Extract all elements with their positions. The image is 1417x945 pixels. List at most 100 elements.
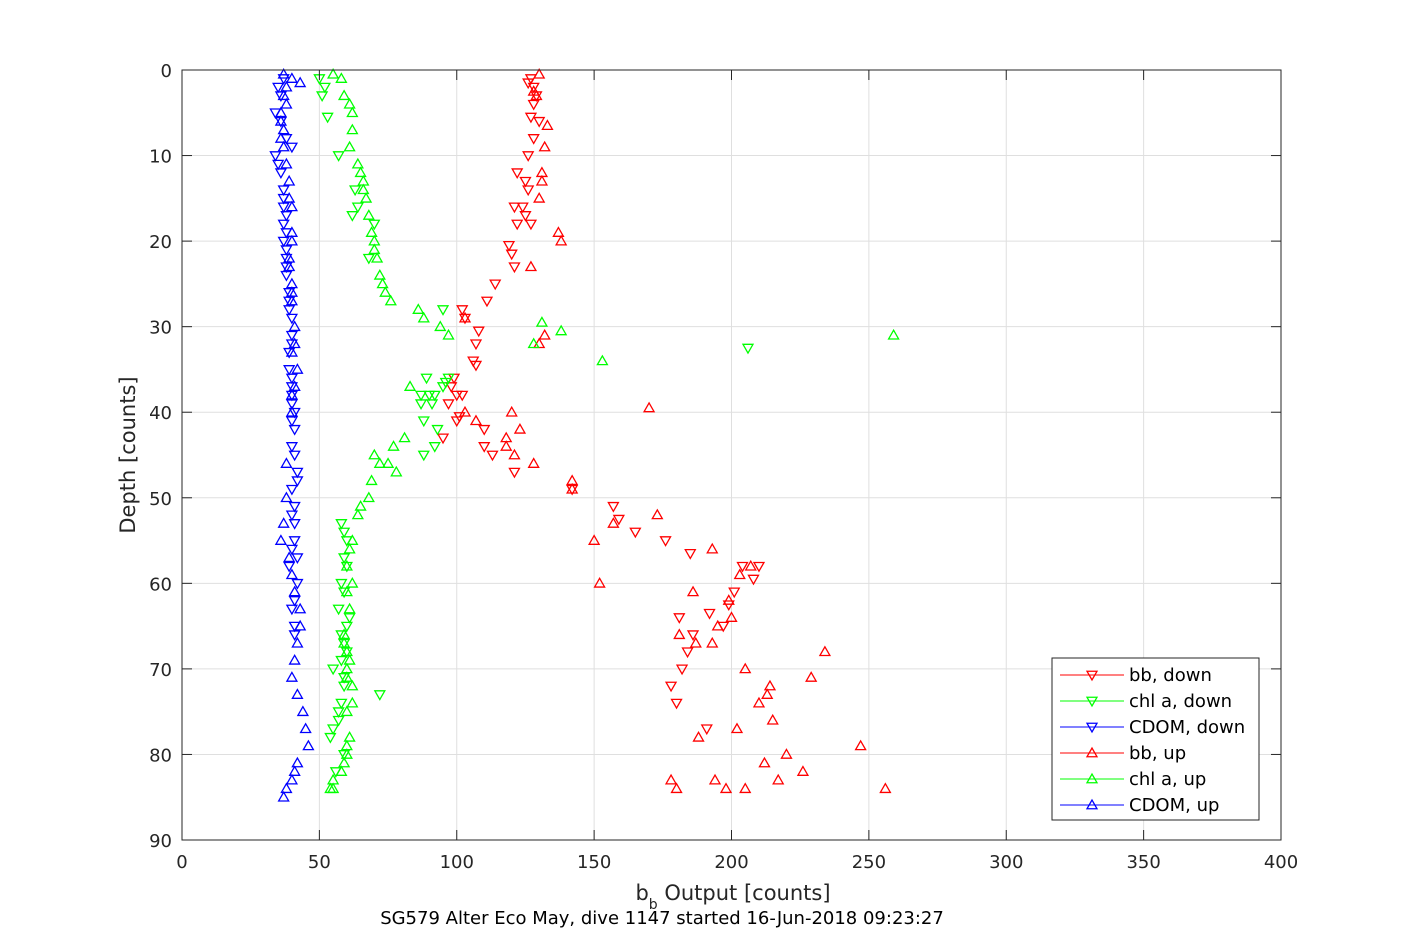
- data-point: [879, 782, 892, 794]
- data-point: [283, 192, 296, 203]
- data-point: [522, 185, 535, 197]
- data-point: [436, 382, 450, 393]
- data-point: [285, 72, 299, 83]
- data-point: [280, 211, 293, 222]
- data-point: [519, 176, 532, 188]
- x-tick-label: 100: [440, 852, 474, 873]
- data-point: [670, 782, 683, 794]
- data-point: [288, 450, 301, 462]
- data-point: [318, 82, 331, 94]
- data-point: [285, 568, 299, 580]
- data-point: [332, 604, 345, 616]
- data-point: [530, 89, 543, 101]
- data-point: [302, 739, 315, 751]
- data-point: [291, 688, 304, 699]
- x-tick-label: 50: [308, 852, 331, 873]
- data-point: [288, 424, 301, 436]
- data-point: [373, 457, 386, 468]
- data-point: [365, 226, 378, 237]
- data-point: [346, 679, 359, 691]
- legend-label: CDOM, up: [1129, 795, 1219, 816]
- data-point: [283, 296, 296, 308]
- chart-title: SG579 Alter Eco May, dive 1147 started 1…: [380, 908, 944, 929]
- data-point: [766, 713, 779, 725]
- data-point: [450, 390, 463, 402]
- data-point: [708, 773, 722, 785]
- data-point: [689, 636, 702, 648]
- data-point: [365, 474, 378, 486]
- legend-label: chl a, down: [1129, 691, 1232, 712]
- data-point: [324, 782, 337, 794]
- data-point: [359, 192, 373, 203]
- data-point: [651, 508, 664, 520]
- data-point: [343, 97, 356, 109]
- data-point: [291, 363, 304, 374]
- y-tick-label: 40: [149, 403, 172, 424]
- data-point: [664, 681, 678, 693]
- data-point: [442, 399, 455, 410]
- data-point: [272, 82, 285, 94]
- data-point: [277, 219, 290, 231]
- data-point: [294, 76, 307, 88]
- data-point: [343, 731, 356, 742]
- data-point: [522, 151, 535, 162]
- data-point: [673, 613, 686, 624]
- series-bb-up: [458, 67, 892, 794]
- data-point: [285, 484, 299, 496]
- data-point: [288, 654, 301, 665]
- data-point: [458, 311, 472, 323]
- data-point: [431, 424, 444, 436]
- data-point: [337, 527, 351, 539]
- data-point: [277, 140, 290, 152]
- data-point: [332, 715, 345, 727]
- data-point: [472, 326, 485, 338]
- data-point: [527, 82, 540, 94]
- data-point: [283, 551, 296, 563]
- data-point: [368, 219, 381, 231]
- data-point: [340, 748, 353, 759]
- data-point: [780, 748, 793, 759]
- data-point: [343, 654, 356, 665]
- y-tick-label: 10: [149, 147, 172, 168]
- data-point: [285, 442, 299, 453]
- legend-label: bb, up: [1129, 743, 1186, 764]
- x-tick-label: 250: [852, 852, 886, 873]
- data-point: [337, 636, 351, 648]
- data-point: [288, 585, 301, 597]
- data-point: [384, 294, 397, 306]
- data-point: [326, 67, 340, 79]
- legend-marker: [1085, 722, 1099, 734]
- data-point: [354, 500, 367, 511]
- data-point: [277, 89, 290, 101]
- data-point: [436, 305, 450, 316]
- data-point: [796, 765, 810, 776]
- data-point: [538, 328, 551, 340]
- data-point: [739, 782, 752, 794]
- data-point: [291, 756, 304, 768]
- data-point: [335, 519, 348, 530]
- data-point: [535, 174, 549, 186]
- data-point: [274, 168, 288, 179]
- x-axis-ticks: 0 50 100 150 200 250 300 350 400: [176, 70, 1298, 873]
- data-point: [508, 262, 521, 274]
- data-point: [728, 587, 741, 599]
- data-point: [343, 602, 356, 614]
- data-point: [390, 465, 403, 477]
- data-point: [291, 553, 304, 564]
- data-point: [272, 159, 285, 171]
- data-point: [719, 782, 733, 794]
- data-point: [346, 211, 359, 222]
- data-point: [659, 536, 672, 547]
- y-tick-label: 50: [149, 489, 172, 510]
- data-point: [403, 380, 417, 391]
- data-point: [274, 132, 288, 143]
- data-point: [398, 431, 411, 443]
- legend-marker: [1085, 746, 1099, 758]
- data-point: [280, 270, 293, 282]
- legend-label: bb, down: [1129, 665, 1212, 686]
- legend-box: [1051, 657, 1260, 821]
- data-point: [288, 536, 301, 547]
- y-tick-label: 90: [149, 831, 172, 852]
- data-point: [283, 260, 296, 272]
